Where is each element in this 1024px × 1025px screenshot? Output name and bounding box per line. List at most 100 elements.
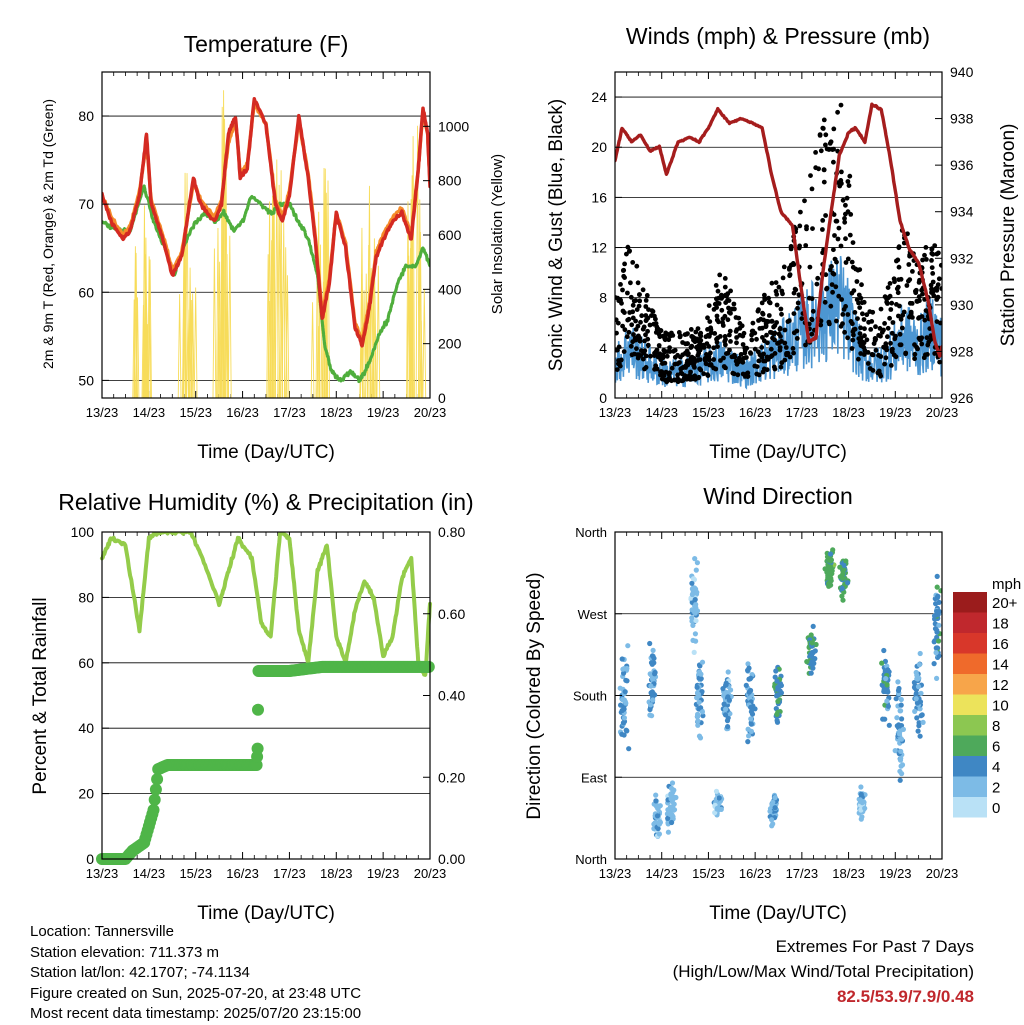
gust-point bbox=[643, 332, 648, 338]
legend-title: mph bbox=[992, 576, 1021, 593]
precip-point bbox=[148, 793, 161, 806]
gust-point bbox=[712, 331, 718, 336]
direction-point bbox=[651, 655, 657, 661]
x-tick-label: 17/23 bbox=[273, 405, 306, 420]
solar-spike bbox=[274, 159, 279, 398]
direction-point bbox=[620, 720, 627, 726]
gust-point bbox=[888, 307, 894, 312]
gust-point bbox=[773, 280, 779, 285]
gust-point bbox=[725, 317, 731, 323]
gust-point bbox=[856, 292, 862, 298]
direction-point bbox=[649, 661, 655, 667]
gust-point bbox=[850, 240, 856, 246]
gust-point bbox=[758, 316, 764, 322]
gust-point bbox=[649, 308, 655, 313]
y2-tick-label: 200 bbox=[438, 336, 462, 352]
gust-point bbox=[791, 350, 796, 356]
gust-point bbox=[738, 352, 744, 357]
direction-point bbox=[621, 670, 627, 676]
gust-point bbox=[703, 361, 709, 367]
gust-point bbox=[655, 326, 661, 332]
gust-point bbox=[857, 331, 863, 336]
gust-point bbox=[859, 282, 864, 288]
direction-point bbox=[841, 562, 847, 568]
direction-point bbox=[618, 702, 624, 708]
gust-point bbox=[823, 272, 829, 278]
gust-point bbox=[782, 340, 788, 346]
solar-spike bbox=[132, 299, 137, 398]
gust-point bbox=[630, 260, 636, 265]
gust-point bbox=[907, 277, 913, 282]
gust-point bbox=[757, 326, 763, 331]
direction-point bbox=[694, 589, 700, 595]
gust-point bbox=[838, 102, 844, 108]
y2-tick-label: 400 bbox=[438, 281, 462, 297]
winds-title: Winds (mph) & Pressure (mb) bbox=[626, 23, 930, 49]
gust-point bbox=[711, 345, 717, 351]
gust-point bbox=[720, 316, 726, 322]
gust-point bbox=[790, 261, 796, 266]
direction-point bbox=[809, 640, 815, 646]
gust-point bbox=[796, 245, 802, 251]
gust-point bbox=[830, 147, 835, 153]
direction-point bbox=[695, 718, 701, 724]
direction-point bbox=[934, 627, 940, 634]
legend-label: 2 bbox=[992, 780, 1000, 797]
direction-point bbox=[898, 763, 904, 769]
gust-point bbox=[936, 250, 941, 256]
direction-point bbox=[745, 726, 751, 732]
y-tick-label: East bbox=[581, 770, 607, 785]
x-tick-label: 17/23 bbox=[786, 405, 819, 420]
gust-point bbox=[840, 312, 846, 317]
gust-point bbox=[618, 282, 623, 287]
gust-point bbox=[770, 335, 775, 341]
precip-series bbox=[96, 660, 435, 865]
legend-swatch bbox=[953, 633, 987, 654]
x-tick-label: 14/23 bbox=[645, 866, 678, 881]
x-tick-label: 16/23 bbox=[226, 866, 259, 881]
direction-point bbox=[621, 732, 627, 738]
gust-point bbox=[719, 294, 725, 300]
gust-point bbox=[622, 261, 627, 267]
gust-point bbox=[707, 319, 713, 324]
gust-point bbox=[834, 318, 839, 324]
gust-point bbox=[662, 337, 668, 343]
x-tick-label: 17/23 bbox=[273, 866, 306, 881]
direction-point bbox=[695, 722, 701, 728]
direction-point bbox=[931, 639, 937, 645]
gust-point bbox=[714, 313, 720, 319]
direction-point bbox=[804, 659, 810, 665]
solar-spike bbox=[144, 298, 149, 398]
x-tick-label: 20/23 bbox=[926, 405, 959, 420]
direction-point bbox=[809, 653, 815, 660]
latlon-text: Station lat/lon: 42.1707; -74.1134 bbox=[30, 964, 250, 981]
gust-point bbox=[847, 173, 853, 179]
gust-point bbox=[651, 321, 657, 327]
y2-tick-label: 0.20 bbox=[438, 769, 465, 785]
gust-point bbox=[855, 316, 860, 321]
direction-point bbox=[689, 580, 695, 586]
gust-point bbox=[794, 336, 800, 341]
solar-spike bbox=[135, 297, 140, 398]
gust-point bbox=[653, 349, 659, 354]
gust-point bbox=[618, 297, 623, 303]
gust-point bbox=[869, 319, 875, 324]
temperature-series bbox=[102, 90, 430, 398]
legend-label: 8 bbox=[992, 718, 1000, 735]
gust-point bbox=[869, 352, 875, 357]
gust-point bbox=[760, 335, 765, 340]
direction-point bbox=[713, 788, 720, 794]
gust-point bbox=[695, 358, 700, 363]
gust-point bbox=[936, 276, 942, 282]
gust-point bbox=[769, 280, 775, 286]
gust-point bbox=[734, 340, 739, 346]
gust-point bbox=[916, 335, 922, 341]
direction-point bbox=[693, 567, 699, 573]
gust-point bbox=[848, 319, 854, 324]
gust-point bbox=[840, 197, 846, 203]
gust-point bbox=[852, 310, 858, 315]
gust-point bbox=[725, 350, 731, 356]
gust-point bbox=[920, 257, 925, 263]
series-line-rh bbox=[100, 532, 432, 677]
gust-point bbox=[644, 293, 650, 298]
